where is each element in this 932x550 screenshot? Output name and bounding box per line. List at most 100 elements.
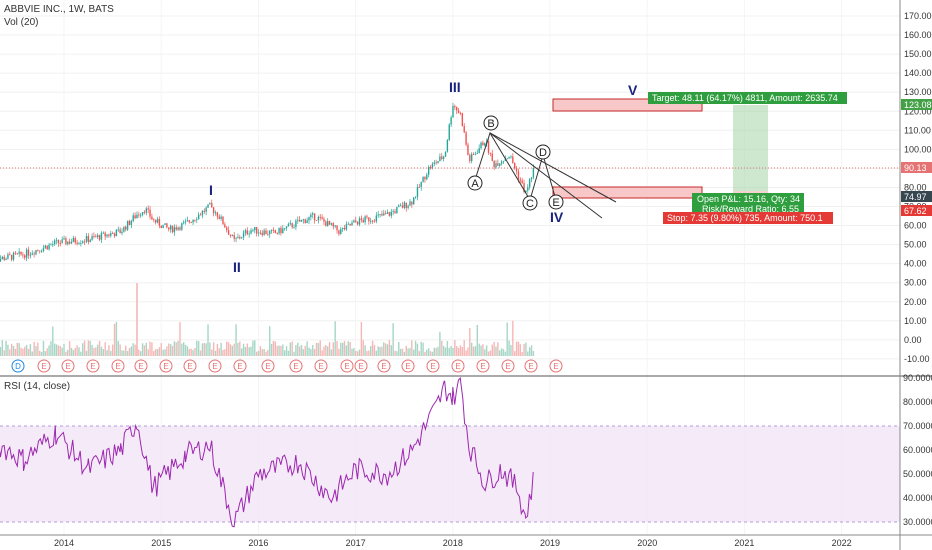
candle-body — [93, 236, 95, 237]
volume-bar — [263, 349, 265, 356]
volume-bar — [197, 341, 200, 356]
volume-bar — [358, 349, 361, 356]
candle-body — [484, 143, 486, 146]
rsi-axis[interactable]: 90.0000 80.0000 70.0000 60.0000 50.0000 40.00… — [903, 373, 932, 527]
volume-bar — [287, 350, 290, 356]
candle-body — [44, 245, 47, 248]
candle-body — [136, 214, 138, 219]
rsi-legend[interactable]: RSI (14, close) — [4, 381, 71, 392]
candle-body — [426, 174, 428, 180]
volume-bar — [113, 323, 116, 356]
volume-bar — [50, 341, 52, 356]
stop-price-text: 67.62 — [904, 206, 927, 216]
entry-zone-box[interactable] — [552, 186, 703, 199]
earnings-marker — [476, 359, 490, 373]
candle-body — [422, 176, 424, 182]
volume-bar — [18, 343, 20, 356]
candle-body — [396, 207, 398, 213]
volume-bar — [106, 350, 108, 356]
candle-body — [519, 179, 522, 181]
volume-bar — [283, 350, 286, 356]
candle-body — [9, 254, 11, 256]
candle-body — [197, 214, 200, 220]
volume-bar — [388, 340, 391, 356]
volume-bar — [82, 343, 84, 356]
candle-body — [336, 225, 338, 231]
candle-body — [416, 186, 419, 197]
candle-body — [35, 250, 37, 255]
volume-bar — [457, 347, 460, 356]
time-axis[interactable]: 2014 2015 2016 2017 2018 2019 2020 2021 2022 — [54, 538, 852, 548]
volume-bar — [470, 342, 473, 356]
candle-body — [435, 162, 437, 164]
candle-body — [386, 212, 389, 214]
candle-body — [502, 160, 505, 162]
volume-bar — [175, 342, 177, 356]
candle-body — [413, 197, 415, 205]
volume-bar — [147, 349, 149, 356]
volume-bar — [216, 343, 219, 356]
volume-bar — [267, 349, 269, 356]
wave-4-label: IV — [550, 209, 564, 225]
candle-body — [527, 187, 529, 191]
symbol-title[interactable]: ABBVIE INC., 1W, BATS — [4, 4, 114, 15]
volume-bar — [308, 347, 310, 356]
volume-bar — [1, 340, 4, 356]
volume-bar — [515, 341, 518, 356]
candle-body — [388, 212, 391, 216]
earnings-marker — [134, 359, 148, 373]
volume-bar — [360, 322, 363, 356]
volume-bar — [57, 345, 60, 356]
volume-bar — [373, 345, 376, 356]
candle-body — [70, 241, 73, 244]
candle-body — [381, 214, 383, 216]
candle-body — [119, 229, 121, 234]
volume-bar — [261, 349, 263, 356]
target-price-badge — [901, 99, 932, 110]
volume-legend[interactable]: Vol (20) — [4, 17, 39, 28]
volume-bar — [472, 346, 475, 356]
candle-body — [186, 220, 189, 222]
position-profit-zone[interactable] — [733, 105, 768, 191]
volume-bar — [220, 342, 222, 356]
volume-bar — [379, 347, 381, 356]
volume-bar — [203, 342, 205, 356]
candle-body — [52, 244, 54, 245]
volume-bar — [164, 349, 166, 356]
candles — [0, 102, 535, 263]
candle-body — [16, 253, 18, 255]
volume-bar — [83, 340, 86, 356]
rsi-band — [0, 426, 900, 522]
volume-bar — [74, 348, 76, 356]
volume-bar — [480, 345, 482, 356]
volume-bar — [108, 345, 110, 356]
volume-bar — [166, 346, 168, 356]
wave-3-label: III — [449, 79, 461, 95]
volume-bar — [327, 346, 329, 356]
candle-body — [424, 176, 426, 180]
volume-bar — [514, 351, 516, 356]
candle-body — [444, 151, 447, 157]
event-marker-label: E — [237, 362, 242, 371]
volume-bar — [214, 350, 217, 356]
candle-body — [108, 234, 110, 236]
event-marker-label: E — [265, 362, 270, 371]
candle-body — [504, 158, 507, 161]
volume-bar — [16, 342, 18, 356]
candle-body — [487, 141, 490, 153]
candle-body — [259, 232, 262, 234]
volume-bar — [502, 349, 505, 356]
volume-bar — [300, 345, 303, 356]
volume-bar — [355, 350, 357, 356]
volume-bar — [321, 350, 323, 356]
entry-price-badge — [901, 191, 932, 202]
candle-body — [431, 163, 434, 169]
candle-body — [48, 244, 50, 250]
candle-body — [441, 156, 443, 159]
time-tick-label: 2020 — [637, 538, 657, 548]
candle-body — [280, 227, 282, 234]
candle-body — [263, 230, 265, 235]
volume-bar — [444, 347, 447, 356]
